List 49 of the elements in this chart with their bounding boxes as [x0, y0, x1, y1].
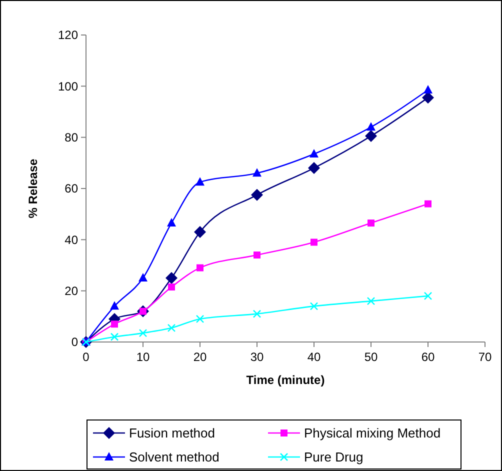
point: [138, 273, 148, 282]
point: [167, 324, 176, 332]
point: [251, 188, 263, 201]
x-axis-title: Time (minute): [246, 373, 325, 387]
point: [252, 310, 262, 318]
x-tick-label: 0: [82, 350, 90, 364]
legend-label: Fusion method: [129, 426, 215, 441]
point: [310, 238, 318, 246]
x-tick-label: 70: [478, 350, 492, 364]
x-tick-label: 60: [421, 350, 435, 364]
point: [194, 226, 206, 238]
point: [196, 264, 204, 272]
point: [111, 320, 118, 328]
x-tick-label: 10: [136, 350, 150, 364]
point: [308, 162, 320, 174]
x-tick-label: 30: [250, 350, 264, 364]
point: [167, 218, 176, 227]
y-tick-label: 60: [64, 182, 78, 196]
x-tick-label: 20: [193, 350, 207, 364]
point: [366, 122, 376, 131]
point: [196, 177, 204, 186]
y-tick-label: 20: [64, 284, 78, 298]
point: [252, 168, 262, 177]
point: [424, 85, 432, 94]
point: [138, 328, 148, 338]
x-tick-label: 40: [307, 350, 321, 364]
y-axis-title: % Release: [26, 158, 40, 218]
point: [424, 292, 432, 300]
point: [366, 296, 376, 306]
legend-label: Solvent method: [129, 450, 220, 465]
point: [110, 332, 119, 342]
y-tick-label: 80: [64, 130, 78, 145]
point: [168, 283, 175, 290]
point: [365, 130, 377, 142]
y-tick-label: 100: [58, 79, 78, 94]
y-tick-label: 120: [58, 28, 78, 42]
point: [166, 272, 178, 284]
point: [310, 302, 318, 310]
legend-label: Pure Drug: [304, 450, 364, 465]
point: [196, 314, 204, 324]
point: [424, 200, 432, 208]
y-tick-label: 0: [71, 335, 78, 350]
x-tick-label: 50: [364, 350, 378, 364]
point: [254, 252, 260, 259]
point: [110, 301, 119, 310]
point: [368, 220, 374, 227]
point: [310, 148, 318, 158]
legend-label: Physical mixing Method: [304, 426, 441, 441]
y-tick-label: 40: [64, 232, 78, 247]
